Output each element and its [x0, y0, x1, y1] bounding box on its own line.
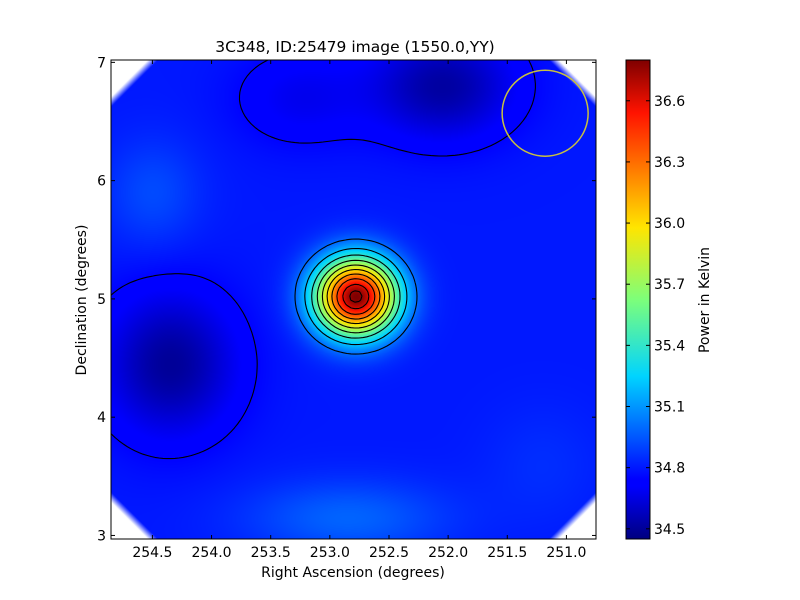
y-tick-label: 7	[97, 55, 106, 71]
contour-lines	[110, 59, 536, 460]
contour-level-5	[321, 264, 390, 329]
x-tick-label: 253.0	[310, 545, 350, 561]
chart-title: 3C348, ID:25479 image (1550.0,YY)	[215, 38, 494, 56]
x-axis-ticks: 254.5 254.0 253.5 253.0 252.5 252.0 251.5 251.0	[132, 60, 586, 561]
x-tick-label: 253.5	[251, 545, 291, 561]
contour-level-7	[331, 273, 381, 320]
x-tick-label: 254.5	[132, 545, 172, 561]
contour-level-6	[326, 268, 386, 325]
contour-level-1	[294, 238, 418, 355]
colorbar-tick-label: 36.0	[654, 216, 685, 232]
contour-level-0	[110, 59, 536, 460]
colorbar-tick-label: 36.6	[654, 94, 685, 110]
plot-area: 254.5 254.0 253.5 253.0 252.5 252.0 251.5 251.0…	[97, 55, 597, 561]
y-axis-label: Declination (degrees)	[74, 225, 90, 376]
x-tick-label: 252.5	[369, 545, 409, 561]
colorbar-label: Power in Kelvin	[697, 247, 713, 353]
y-tick-label: 3	[97, 528, 106, 544]
contour-level-10	[349, 290, 363, 303]
y-tick-label: 4	[97, 410, 106, 426]
x-tick-label: 252.0	[428, 545, 468, 561]
y-tick-label: 6	[97, 174, 106, 190]
contour-level-3	[311, 254, 401, 339]
heatmap-image	[111, 60, 596, 539]
x-tick-label: 254.0	[192, 545, 232, 561]
colorbar-tick-label: 34.5	[654, 522, 685, 538]
colorbar-tick-label: 36.3	[654, 155, 685, 171]
colorbar-tick-label: 35.7	[654, 277, 685, 293]
contour-level-9	[342, 283, 370, 310]
x-tick-label: 251.5	[487, 545, 527, 561]
y-axis-ticks: 3 4 5 6 7	[97, 55, 596, 544]
x-axis-label: Right Ascension (degrees)	[261, 565, 445, 581]
y-tick-label: 5	[97, 292, 106, 308]
colorbar-tick-label: 34.8	[654, 461, 685, 477]
colorbar: 34.5 34.8 35.1 35.4 35.7 36.0 36.3 36.6 Power i…	[625, 59, 713, 540]
x-tick-label: 251.0	[546, 545, 586, 561]
contour-level-8	[336, 278, 376, 315]
beam-circle	[501, 69, 589, 157]
plot-frame	[110, 59, 597, 540]
colorbar-tick-label: 35.1	[654, 400, 685, 416]
colorbar-gradient	[625, 59, 651, 540]
colorbar-tick-label: 35.4	[654, 338, 685, 354]
contour-level-4	[316, 259, 395, 334]
contour-level-2	[304, 247, 408, 346]
colorbar-ticks: 34.5 34.8 35.1 35.4 35.7 36.0 36.3 36.6	[626, 94, 685, 538]
